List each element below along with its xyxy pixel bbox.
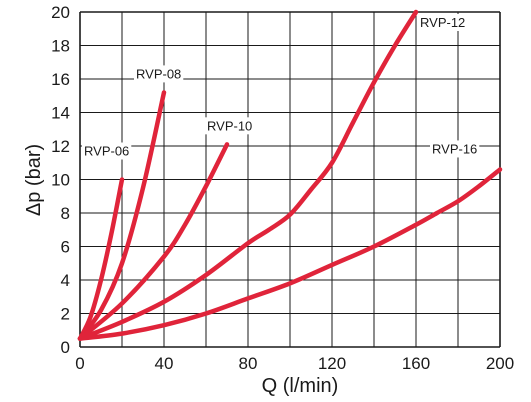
series-label-background xyxy=(430,140,480,158)
series-label-background xyxy=(82,142,132,160)
series-label-background xyxy=(418,14,468,31)
series-label-rvp-10: RVP-10 xyxy=(207,118,252,133)
series-label-background xyxy=(134,65,184,83)
y-tick-label: 18 xyxy=(51,37,70,56)
series-label-rvp-16: RVP-16 xyxy=(432,141,477,156)
series-label-background xyxy=(205,117,255,135)
y-tick-label: 6 xyxy=(61,238,70,257)
y-tick-label: 10 xyxy=(51,171,70,190)
series-line-rvp-10 xyxy=(77,142,230,341)
x-tick-label: 160 xyxy=(402,354,430,373)
y-axis-title: Δp (bar) xyxy=(23,144,45,216)
series-line-rvp-16 xyxy=(77,167,503,341)
series-label-rvp-06: RVP-06 xyxy=(84,144,129,159)
y-tick-label: 4 xyxy=(61,271,70,290)
series-label-rvp-12: RVP-12 xyxy=(420,15,465,30)
series-line-rvp-06 xyxy=(77,177,125,341)
x-tick-label: 120 xyxy=(318,354,346,373)
series-line-rvp-08 xyxy=(77,90,167,341)
x-tick-label: 200 xyxy=(486,354,514,373)
y-tick-label: 0 xyxy=(61,338,70,357)
y-tick-label: 20 xyxy=(51,3,70,22)
y-tick-label: 12 xyxy=(51,137,70,156)
series-lines xyxy=(77,9,503,341)
x-axis-title: Q (l/min) xyxy=(262,375,339,397)
series-line-rvp-12 xyxy=(77,9,419,341)
y-tick-label: 14 xyxy=(51,104,70,123)
series-label-rvp-08: RVP-08 xyxy=(136,66,181,81)
y-tick-label: 8 xyxy=(61,204,70,223)
x-tick-label: 0 xyxy=(75,354,84,373)
series-labels: RVP-06 RVP-08 RVP-10 RVP-12 RVP-16 xyxy=(82,14,480,160)
x-tick-label: 40 xyxy=(155,354,174,373)
x-tick-label: 80 xyxy=(239,354,258,373)
y-tick-label: 16 xyxy=(51,70,70,89)
grid xyxy=(79,11,501,348)
y-tick-label: 2 xyxy=(61,305,70,324)
tick-labels: 0 40 80 120 160 200 0 2 4 6 8 10 12 14 16 18 20 xyxy=(51,3,514,373)
